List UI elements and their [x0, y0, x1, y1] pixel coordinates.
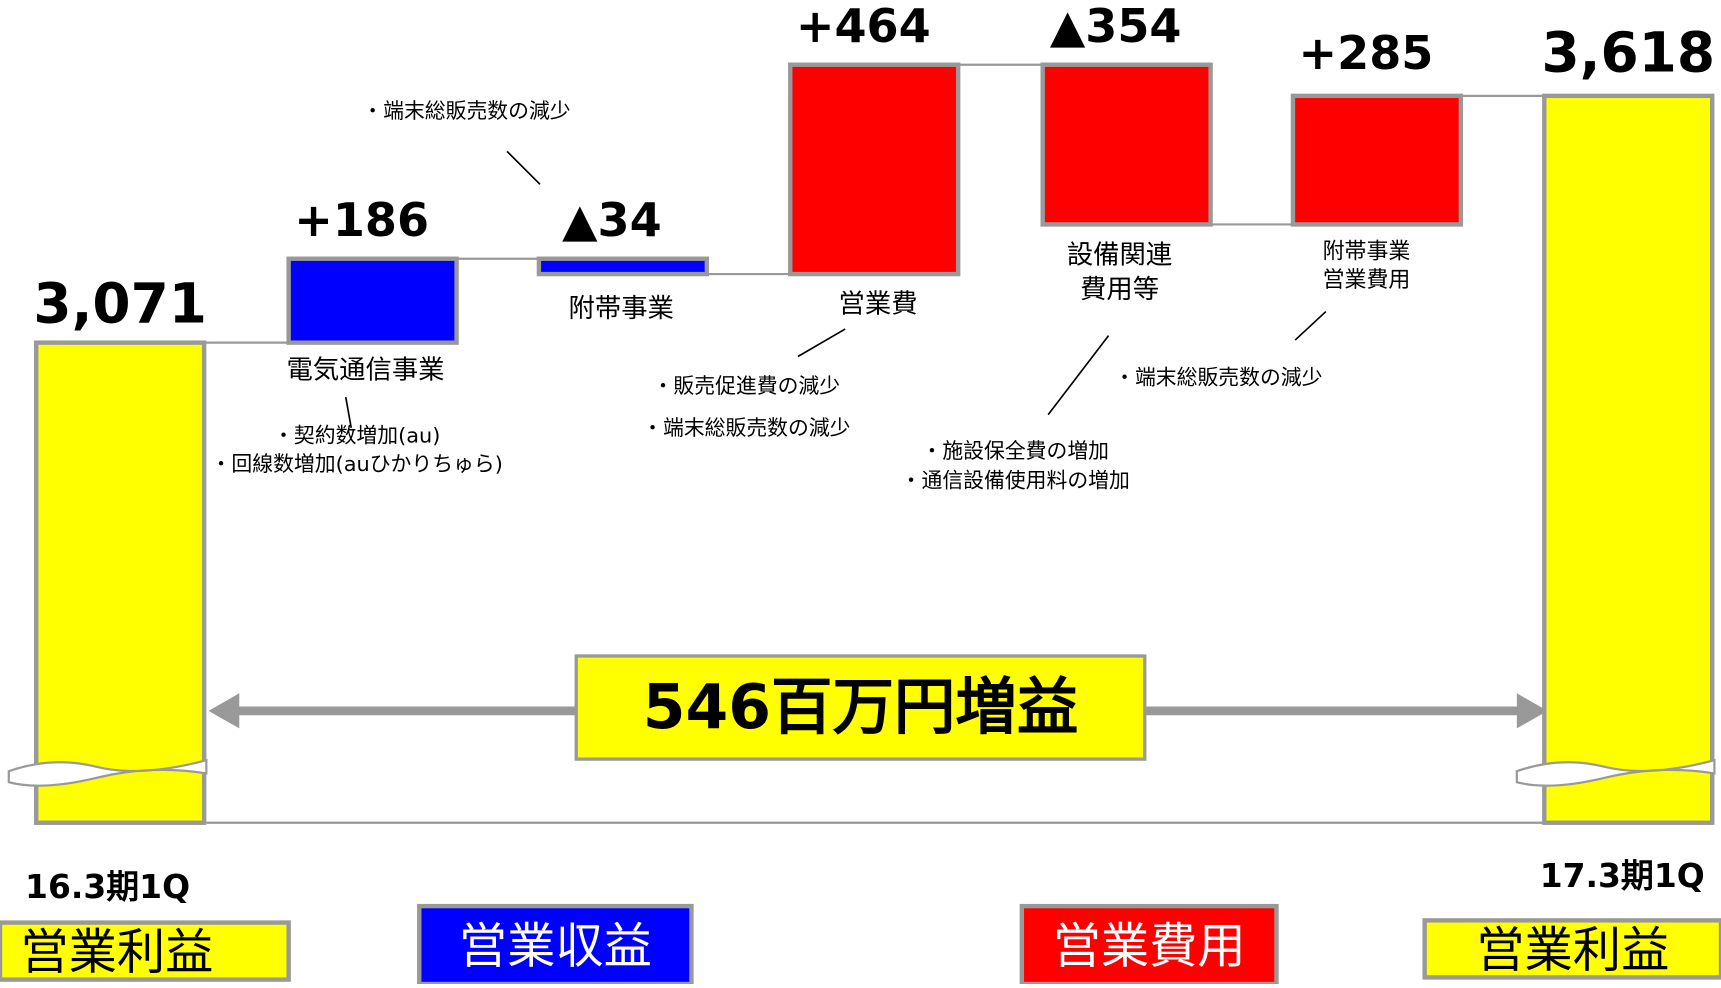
bar — [1290, 93, 1464, 227]
category-label: 電気通信事業 — [286, 355, 444, 385]
category-label: 設備関連費用等 — [1067, 240, 1172, 304]
value-label: +464 — [796, 0, 931, 53]
arrow-head — [1516, 693, 1548, 729]
value-label: ▲34 — [562, 193, 662, 247]
category-label: 営業費 — [839, 289, 918, 319]
annotation: ・端末総販売数の減少 — [642, 416, 850, 440]
annotation: ・端末総販売数の減少 — [1114, 365, 1322, 389]
bar — [1040, 62, 1213, 227]
legend-swatch — [0, 920, 291, 982]
category-label: 附帯事業営業費用 — [1323, 239, 1411, 293]
leader-line — [1047, 335, 1110, 416]
annotation: ・販売促進費の減少 — [653, 374, 841, 398]
category-line: 設備関連 — [1067, 240, 1172, 270]
category-label: 17.3期1Q — [1540, 856, 1705, 895]
legend-label: 営業費用 — [1053, 918, 1246, 974]
annotation: ・施設保全費の増加 — [922, 439, 1110, 463]
annotation: ・端末総販売数の減少 — [362, 99, 570, 123]
legend-swatch — [417, 903, 694, 987]
bar — [536, 256, 710, 277]
value-label: 3,618 — [1541, 21, 1715, 85]
leader-line — [1294, 310, 1327, 341]
leader-line — [344, 396, 353, 428]
legend-label: 営業利益 — [1476, 922, 1669, 978]
bar — [286, 256, 459, 345]
value-label: 3,071 — [33, 272, 207, 336]
legend-swatch — [1019, 903, 1279, 987]
category-line: 費用等 — [1080, 274, 1159, 304]
arrow-head — [208, 693, 240, 729]
difference-label: 546百万円増益 — [643, 672, 1079, 743]
legend-label: 営業収益 — [459, 918, 652, 974]
leader-line — [506, 150, 541, 185]
annotation: ・通信設備使用料の増加 — [901, 469, 1130, 493]
leader-line — [797, 328, 846, 358]
axis-break — [1515, 758, 1716, 787]
category-label: 附帯事業 — [569, 294, 674, 324]
value-label: ▲354 — [1050, 0, 1182, 53]
legend-swatch — [1422, 918, 1721, 980]
annotation: ・回線数増加(auひかりちゅら) — [211, 452, 503, 476]
legend-label: 営業利益 — [20, 924, 213, 980]
category-line: 営業費用 — [1323, 268, 1411, 293]
value-label: +186 — [294, 193, 429, 247]
category-line: 附帯事業 — [1323, 239, 1411, 264]
bar — [788, 62, 961, 277]
bar — [34, 340, 207, 825]
value-label: +285 — [1299, 26, 1434, 80]
category-label: 16.3期1Q — [25, 867, 190, 906]
bar — [1542, 93, 1715, 825]
annotation: ・契約数増加(au) — [273, 424, 440, 448]
difference-box — [574, 654, 1147, 761]
axis-break — [7, 758, 208, 787]
